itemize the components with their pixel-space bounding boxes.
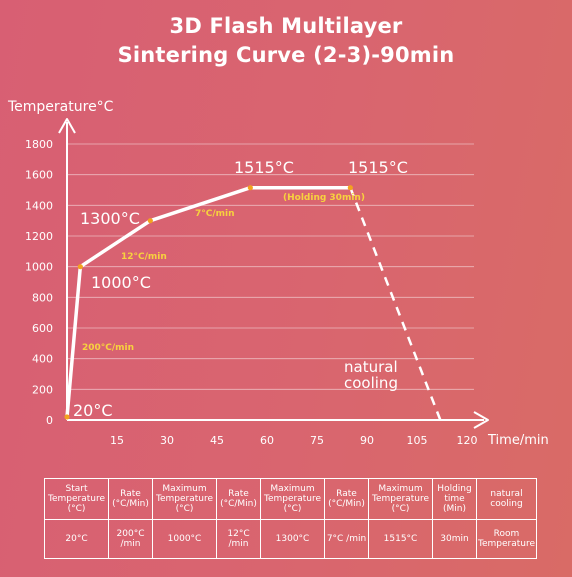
data-point-0 bbox=[64, 414, 70, 420]
data-point-3 bbox=[247, 185, 253, 191]
segment-rate-label-3: (Holding 30min) bbox=[283, 193, 365, 203]
title-line-2: Sintering Curve (2-3)-90min bbox=[117, 43, 455, 67]
y-tick-label-800: 800 bbox=[32, 291, 53, 304]
table-header-cell: Rate (°C/Min) bbox=[324, 478, 369, 520]
y-tick-label-400: 400 bbox=[32, 353, 53, 366]
y-tick-label-1800: 1800 bbox=[25, 138, 53, 151]
x-axis-label: Time/min bbox=[487, 433, 549, 448]
table-value-cell: 200°C /min bbox=[108, 519, 153, 559]
y-tick-label-0: 0 bbox=[46, 414, 53, 427]
sintering-parameters-table: Start Temperature (°C) Rate (°C/Min) Maxim… bbox=[44, 478, 537, 559]
table-header-cell: Maximum Temperature (°C) bbox=[368, 478, 433, 520]
point-label-1: 1000°C bbox=[91, 273, 151, 292]
x-tick-label-90: 90 bbox=[360, 434, 374, 447]
table-header-cell: Maximum Temperature (°C) bbox=[260, 478, 325, 520]
title-line-1: 3D Flash Multilayer bbox=[169, 14, 403, 38]
table-header-cell: Start Temperature (°C) bbox=[44, 478, 109, 520]
data-point-1 bbox=[77, 264, 83, 270]
x-tick-label-60: 60 bbox=[260, 434, 274, 447]
y-tick-label-1000: 1000 bbox=[25, 261, 53, 274]
y-axis-label: Temperature°C bbox=[7, 99, 114, 115]
x-tick-label-120: 120 bbox=[457, 434, 478, 447]
data-point-2 bbox=[147, 218, 153, 224]
cooling-label-line-0: natural bbox=[344, 358, 398, 376]
table-header-cell: natural cooling bbox=[476, 478, 537, 520]
table-value-cell: 1300°C bbox=[260, 519, 325, 559]
point-label-2: 1300°C bbox=[80, 209, 140, 228]
y-tick-label-1600: 1600 bbox=[25, 169, 53, 182]
y-tick-label-600: 600 bbox=[32, 322, 53, 335]
y-tick-label-1400: 1400 bbox=[25, 199, 53, 212]
sintering-curve-chart: 0 200 400 600 800 1000 1200 1400 1600 1800 15 30 45 6… bbox=[7, 99, 549, 448]
point-label-0: 20°C bbox=[73, 401, 113, 420]
y-tick-label-1200: 1200 bbox=[25, 230, 53, 243]
cooling-label-line-1: cooling bbox=[344, 374, 398, 392]
table-value-cell: 7°C /min bbox=[324, 519, 369, 559]
table-header-row: Start Temperature (°C) Rate (°C/Min) Maxim… bbox=[44, 478, 537, 520]
table-header-cell: Holding time (Min) bbox=[432, 478, 477, 520]
x-axis-arrow bbox=[473, 411, 489, 429]
x-tick-label-105: 105 bbox=[407, 434, 428, 447]
table-value-cell: 12°C /min bbox=[216, 519, 261, 559]
x-tick-label-15: 15 bbox=[110, 434, 124, 447]
table-value-cell: 1515°C bbox=[368, 519, 433, 559]
x-tick-label-75: 75 bbox=[310, 434, 324, 447]
y-axis-arrow bbox=[58, 118, 76, 134]
table-header-cell: Rate (°C/Min) bbox=[108, 478, 153, 520]
table-value-row: 20°C 200°C /min 1000°C 12°C /min 1300°C 7°C /… bbox=[44, 519, 537, 559]
point-label-4: 1515°C bbox=[348, 158, 408, 177]
table-header-cell: Rate (°C/Min) bbox=[216, 478, 261, 520]
segment-rate-label-0: 200°C/min bbox=[82, 343, 134, 353]
data-point-4 bbox=[347, 185, 353, 191]
segment-rate-label-2: 7°C/min bbox=[195, 209, 235, 219]
table-value-cell: 1000°C bbox=[152, 519, 217, 559]
segment-rate-label-1: 12°C/min bbox=[121, 252, 167, 262]
table-value-cell: 30min bbox=[432, 519, 477, 559]
y-tick-label-200: 200 bbox=[32, 383, 53, 396]
chart-title: 3D Flash Multilayer Sintering Curve (2-3… bbox=[0, 12, 572, 70]
table-value-cell: Room Temperature bbox=[476, 519, 537, 559]
table-value-cell: 20°C bbox=[44, 519, 109, 559]
x-tick-label-30: 30 bbox=[160, 434, 174, 447]
x-tick-label-45: 45 bbox=[210, 434, 224, 447]
point-label-3: 1515°C bbox=[234, 158, 294, 177]
table-header-cell: Maximum Temperature (°C) bbox=[152, 478, 217, 520]
